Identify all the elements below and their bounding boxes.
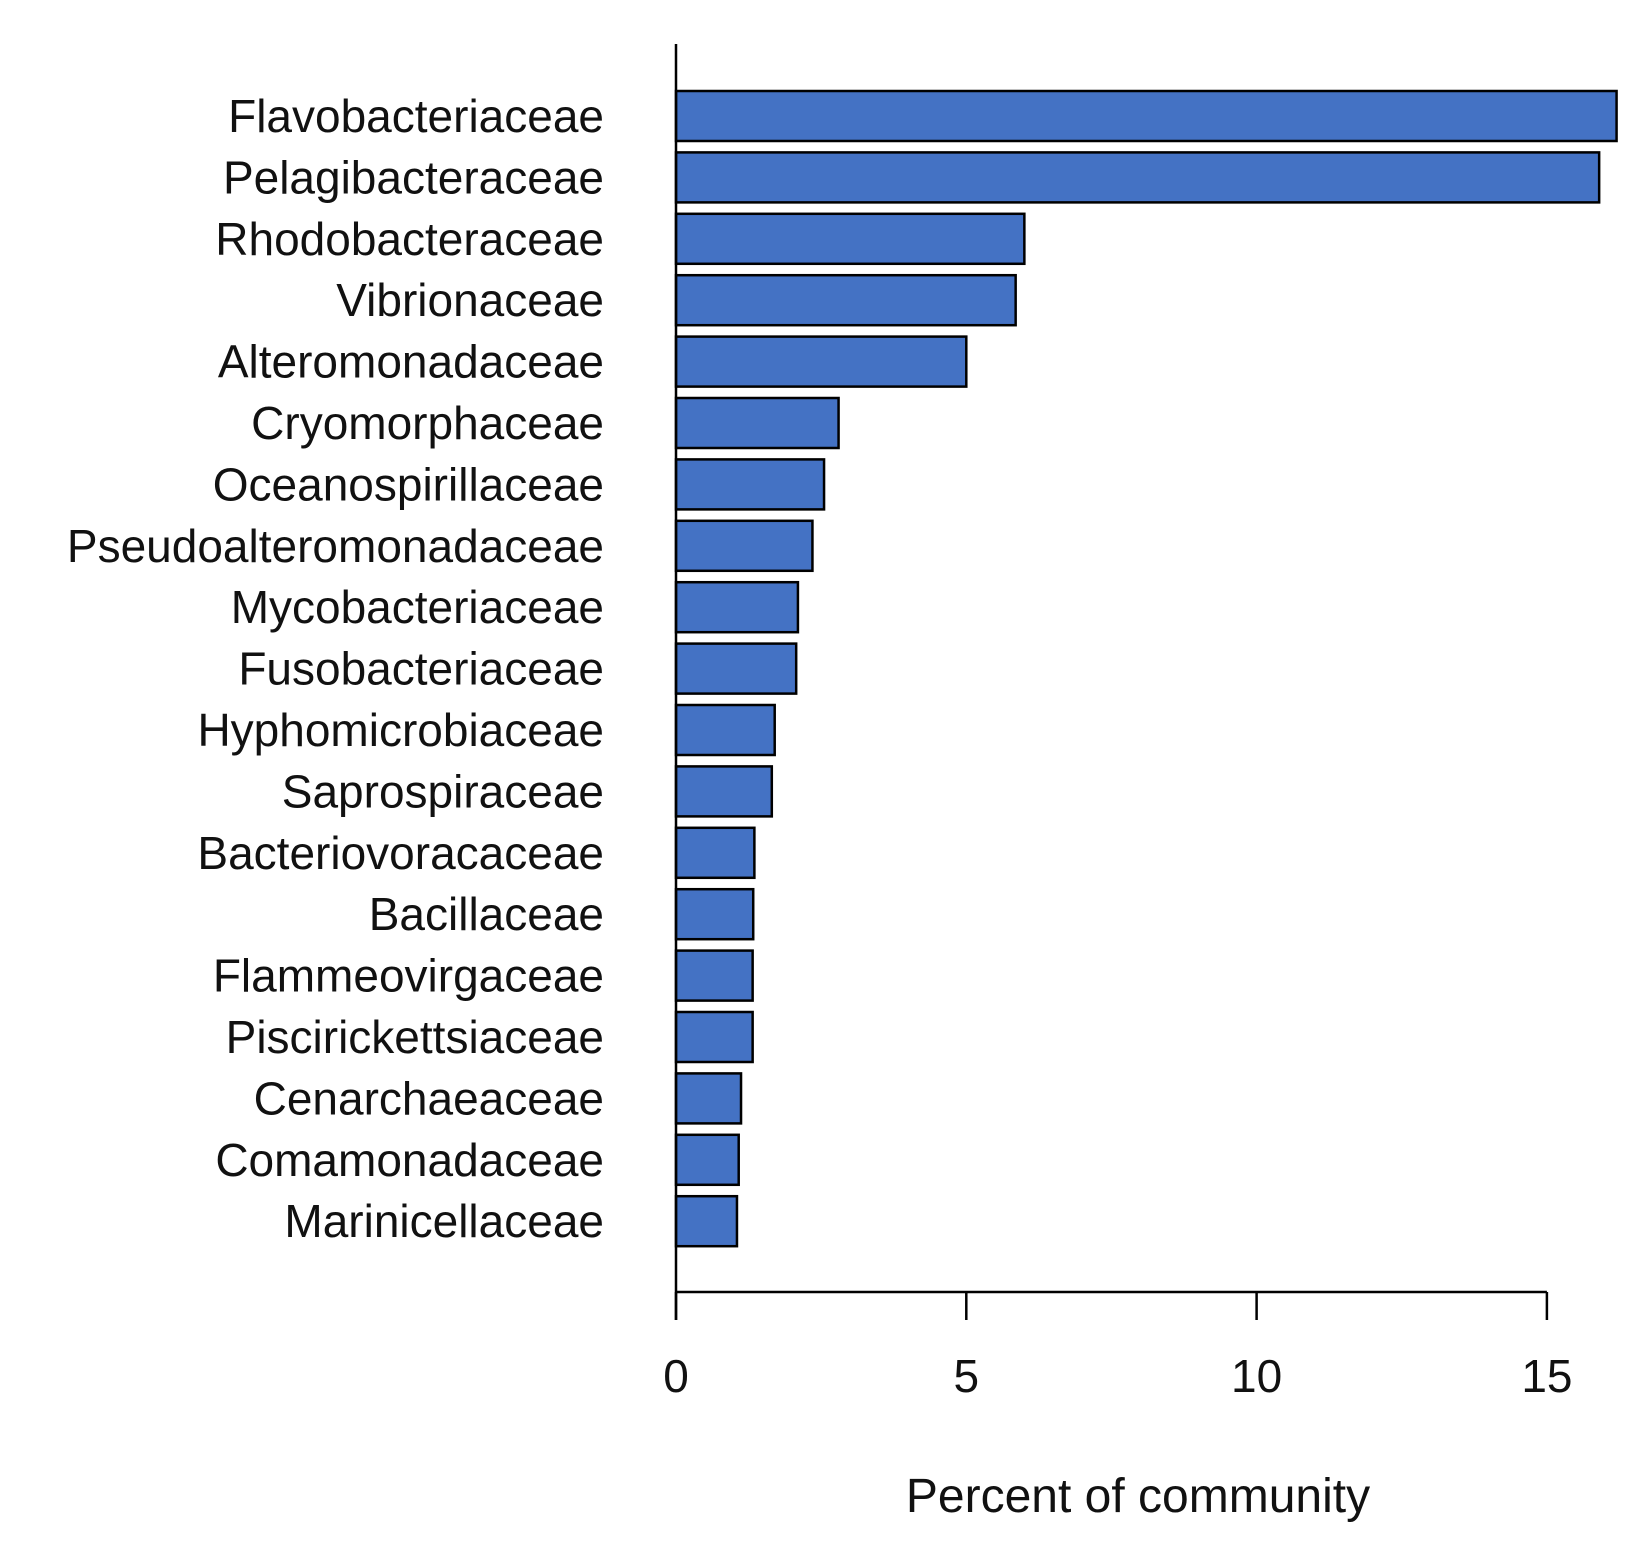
category-label: Rhodobacteraceae [215,213,604,265]
category-label: Piscirickettsiaceae [226,1011,604,1063]
x-tick-label: 0 [663,1350,689,1402]
category-label: Pseudoalteromonadaceae [67,520,604,572]
category-label: Comamonadaceae [215,1134,604,1186]
bar [674,1010,754,1064]
bar [674,765,774,818]
bar [674,458,826,511]
category-label: Saprospiraceae [282,765,604,817]
category-label: Fusobacteriaceae [238,643,604,695]
category-label: Hyphomicrobiaceae [197,704,604,756]
x-tick-label: 15 [1521,1350,1572,1402]
category-label: Bacillaceae [369,888,604,940]
bar [674,1194,739,1248]
category-label: Flammeovirgaceae [213,950,604,1002]
bar [674,151,1601,204]
category-label: Cenarchaeaceae [254,1072,604,1124]
bar [674,519,814,573]
bar [674,89,1618,143]
category-label: Cryomorphaceae [251,397,604,449]
bar [674,335,968,388]
category-label: Alteromonadaceae [218,336,604,388]
bar [674,949,754,1002]
category-label: Bacteriovoracaceae [197,827,604,879]
category-label: Mycobacteriaceae [231,581,604,633]
category-label: Vibrionaceae [336,274,604,326]
bar [674,826,756,880]
bar [674,1072,743,1125]
bar [674,273,1017,327]
bars-group [674,89,1618,1248]
bar [674,1133,740,1187]
category-label: Oceanospirillaceae [213,458,604,510]
x-tick-label: 10 [1231,1350,1282,1402]
category-labels-group: Flavobacteriaceae Pelagibacteraceae Rhodob… [67,90,604,1247]
bar [674,703,776,757]
bar [674,212,1026,266]
bar [674,396,840,450]
x-axis-title: Percent of community [906,1470,1370,1523]
bar [674,580,800,634]
bar [674,887,755,941]
category-label: Marinicellaceae [284,1195,604,1247]
x-ticks-group: 0 5 10 15 [663,1292,1572,1402]
bar [674,642,798,695]
category-label: Pelagibacteraceae [223,151,604,203]
category-label: Flavobacteriaceae [228,90,604,142]
x-tick-label: 5 [954,1350,980,1402]
